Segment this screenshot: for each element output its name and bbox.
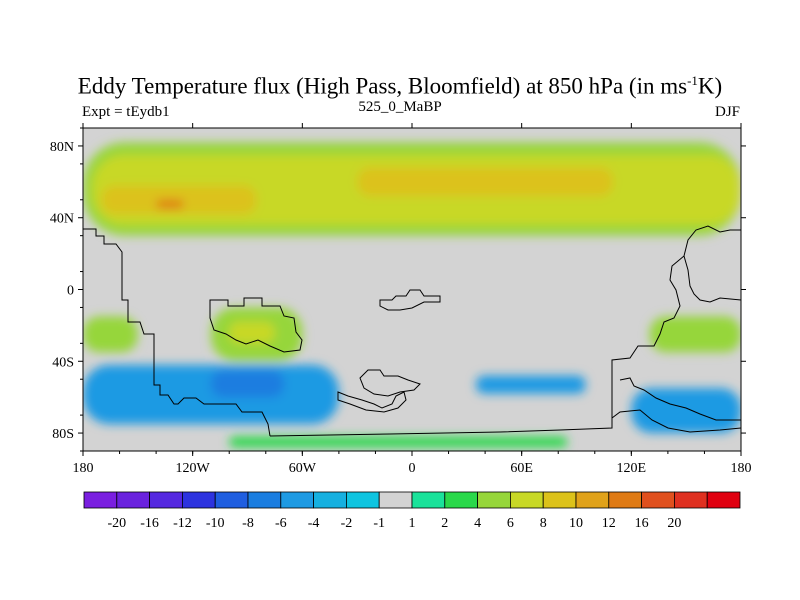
x-tick-label-1: 120W xyxy=(176,461,211,476)
x-tick-label-5: 120E xyxy=(617,461,647,476)
field-region-pacific-peak xyxy=(156,199,184,209)
colorbar-box-8 xyxy=(345,491,380,509)
colorbar-label-16: 16 xyxy=(635,516,649,531)
plot-area xyxy=(83,128,741,451)
coastline-1 xyxy=(209,297,303,353)
field-region-so-neg-band xyxy=(83,364,339,425)
field-region-so-neg-aus xyxy=(631,388,741,434)
field-region-west-pos xyxy=(83,316,138,353)
colorbar-label-3: -10 xyxy=(206,516,225,531)
x-tick-label-0: 180 xyxy=(73,461,94,476)
colorbar-label-14: 10 xyxy=(569,516,583,531)
colorbar-box-6 xyxy=(280,491,314,509)
colorbar-label-8: -1 xyxy=(373,516,385,531)
chart-title-text: Eddy Temperature flux (High Pass, Bloomf… xyxy=(77,73,688,99)
field-layer xyxy=(83,142,741,448)
y-tick-label-0: 80N xyxy=(50,140,74,155)
chart-title-superscript: -1 xyxy=(687,73,698,88)
colorbar-box-13 xyxy=(509,491,544,509)
colorbar-label-7: -2 xyxy=(341,516,353,531)
colorbar-box-7 xyxy=(313,491,347,509)
field-region-australia-pos xyxy=(649,316,741,353)
colorbar-box-3 xyxy=(181,491,216,509)
y-tick-label-2: 0 xyxy=(67,284,74,299)
colorbar-label-4: -8 xyxy=(242,516,254,531)
coastline-2 xyxy=(379,289,441,311)
colorbar-box-5 xyxy=(247,491,282,509)
colorbar: -20 -16 -12 -10 -8 -6 -4 -2 -1 1 2 4 6 8 10 12 16 20 xyxy=(83,491,741,531)
colorbar-box-18 xyxy=(674,491,708,509)
colorbar-box-10 xyxy=(411,491,446,509)
coastline-layer xyxy=(83,225,741,437)
colorbar-label-12: 6 xyxy=(507,516,514,531)
x-axis: 180 120W 60W 0 60E 120E 180 xyxy=(73,123,752,476)
colorbar-box-15 xyxy=(575,491,610,509)
colorbar-box-1 xyxy=(116,491,151,509)
colorbar-label-1: -16 xyxy=(140,516,159,531)
colorbar-label-10: 2 xyxy=(441,516,448,531)
colorbar-label-6: -4 xyxy=(308,516,320,531)
colorbar-box-11 xyxy=(444,491,478,509)
x-tick-label-3: 0 xyxy=(409,461,416,476)
coastline-4 xyxy=(337,391,407,413)
field-region-south-america-core xyxy=(229,321,275,344)
coastline-7 xyxy=(683,255,741,303)
colorbar-label-11: 4 xyxy=(474,516,481,531)
colorbar-box-19 xyxy=(706,491,741,509)
season-label: DJF xyxy=(714,104,740,120)
chart-title: Eddy Temperature flux (High Pass, Bloomf… xyxy=(0,68,800,100)
coastline-3 xyxy=(359,369,421,397)
experiment-label: Expt = tEydb1 xyxy=(82,104,170,120)
x-tick-label-4: 60E xyxy=(510,461,533,476)
colorbar-box-4 xyxy=(214,491,249,509)
field-region-so-neg-east xyxy=(475,375,586,394)
colorbar-label-5: -6 xyxy=(275,516,287,531)
x-tick-label-6: 180 xyxy=(731,461,752,476)
colorbar-box-2 xyxy=(149,491,183,509)
period-label: 525_0_MaBP xyxy=(358,99,442,115)
colorbar-box-9 xyxy=(378,491,413,509)
y-tick-label-3: 40S xyxy=(52,355,74,370)
field-region-atlantic-max xyxy=(357,167,614,197)
colorbar-label-9: 1 xyxy=(409,516,416,531)
colorbar-box-14 xyxy=(542,491,577,509)
colorbar-label-15: 12 xyxy=(602,516,616,531)
colorbar-label-2: -12 xyxy=(173,516,192,531)
colorbar-label-17: 20 xyxy=(667,516,681,531)
coastline-8 xyxy=(619,377,741,421)
field-region-so-neg-core xyxy=(210,370,285,398)
x-tick-label-2: 60W xyxy=(289,461,317,476)
colorbar-label-0: -20 xyxy=(107,516,126,531)
field-region-antarctic-pos xyxy=(229,436,568,448)
colorbar-box-12 xyxy=(477,491,511,509)
colorbar-label-13: 8 xyxy=(540,516,547,531)
coastline-0 xyxy=(83,228,271,437)
chart-title-unit: K) xyxy=(697,73,723,99)
y-tick-label-1: 40N xyxy=(50,212,74,227)
coastline-6 xyxy=(611,225,741,428)
colorbar-box-17 xyxy=(641,491,675,509)
y-axis: 80N 40N 0 40S 80S xyxy=(50,127,746,452)
y-tick-label-4: 80S xyxy=(52,427,74,442)
colorbar-box-0 xyxy=(83,491,118,509)
colorbar-box-16 xyxy=(608,491,642,509)
coastline-5 xyxy=(269,409,741,437)
